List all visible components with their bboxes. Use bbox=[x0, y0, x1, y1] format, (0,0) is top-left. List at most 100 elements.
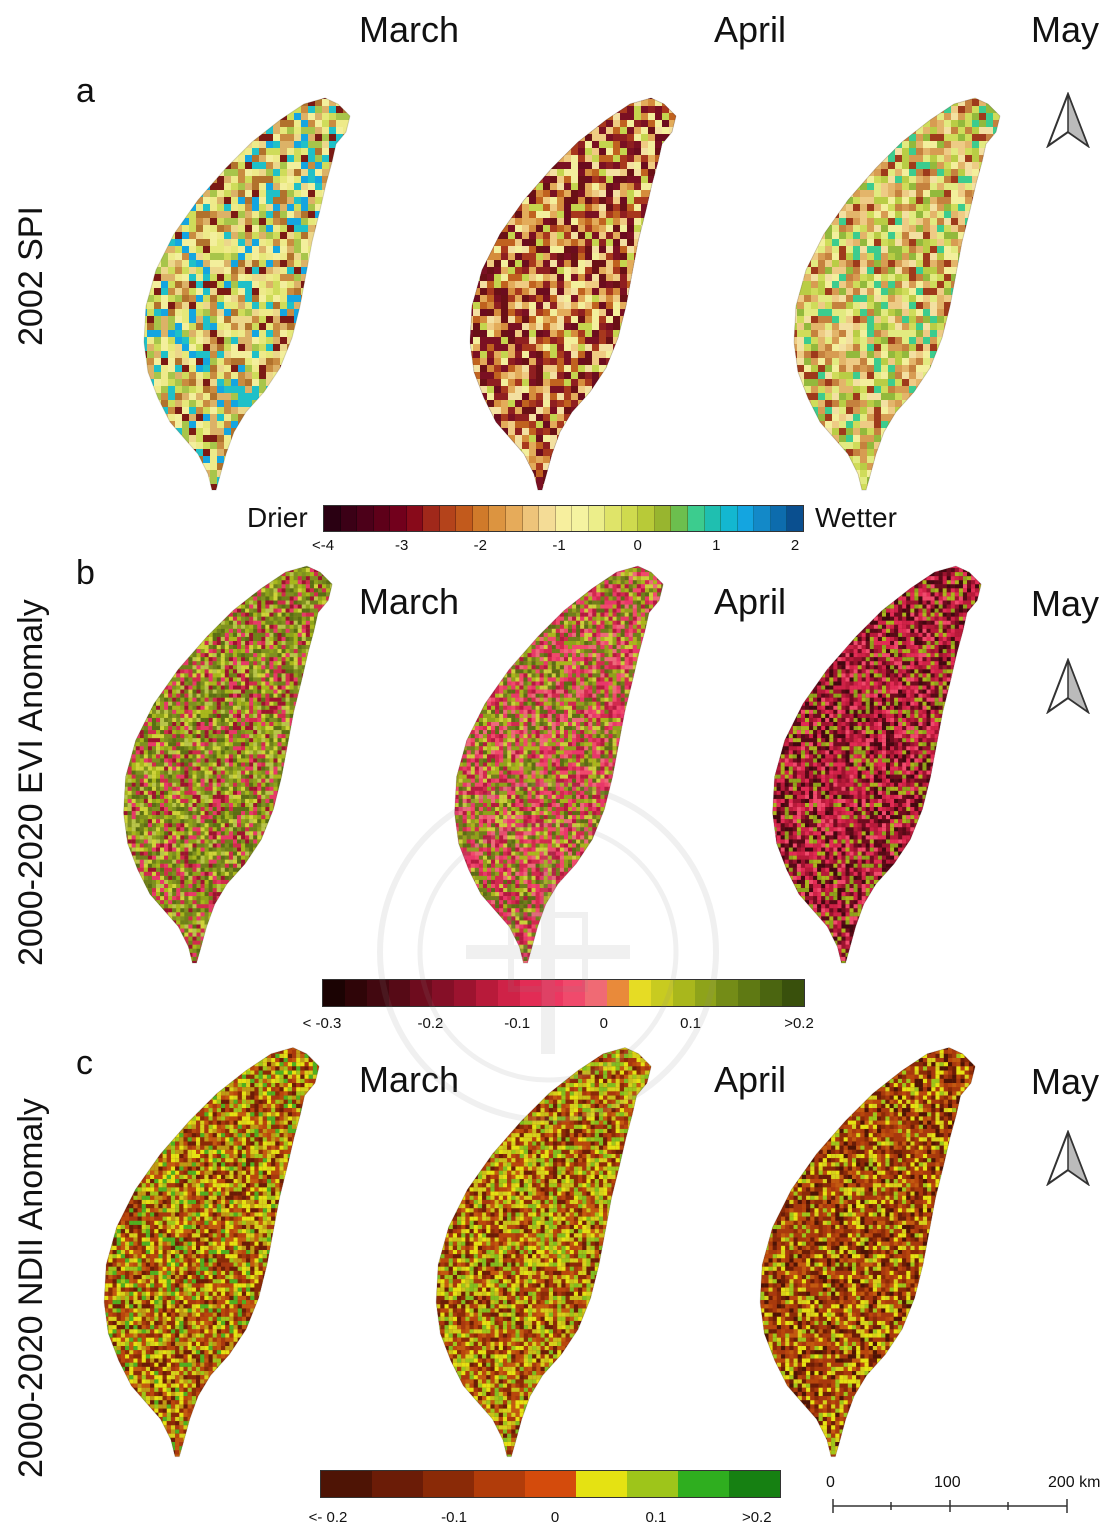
legend-swatch bbox=[366, 980, 389, 1006]
legend-swatch bbox=[650, 980, 673, 1006]
legend-tick-label: >0.2 bbox=[784, 1016, 814, 1031]
legend-tick-label: -0.1 bbox=[504, 1016, 530, 1031]
north-arrow-icon bbox=[1045, 91, 1091, 153]
legend-swatch bbox=[323, 980, 345, 1006]
legend-swatch bbox=[476, 980, 498, 1006]
legend-swatch bbox=[678, 1471, 729, 1497]
legend-swatch bbox=[324, 506, 341, 531]
legend-swatch bbox=[541, 980, 564, 1006]
panel-letter-b: b bbox=[76, 556, 95, 590]
legend-swatch bbox=[357, 506, 374, 531]
legend-swatch bbox=[576, 1471, 627, 1497]
scale-bar: 0 100 200 km bbox=[826, 1474, 1106, 1524]
legend-tick-label: 1 bbox=[712, 538, 720, 553]
month-header-april: April bbox=[714, 12, 786, 48]
legend-swatch bbox=[607, 980, 630, 1006]
legend-swatch bbox=[423, 1471, 474, 1497]
legend-swatch bbox=[406, 506, 424, 531]
legend-tick-label: 0.1 bbox=[680, 1016, 701, 1031]
legend-swatch bbox=[388, 980, 411, 1006]
legend-tick-label: >0.2 bbox=[742, 1510, 772, 1525]
row-label-evi: 2000-2020 EVI Anomaly bbox=[12, 599, 50, 966]
legend-evi-ticks: < -0.3 -0.2 -0.1 0 0.1 >0.2 bbox=[303, 1016, 814, 1034]
scale-bar-label-100: 100 bbox=[934, 1474, 961, 1492]
panel-letter-a: a bbox=[76, 74, 95, 108]
legend-swatch bbox=[694, 980, 717, 1006]
legend-swatch bbox=[688, 506, 705, 531]
month-header-april-c: April bbox=[714, 1062, 786, 1098]
panel-letter-c: c bbox=[76, 1046, 93, 1080]
legend-swatch bbox=[372, 1471, 423, 1497]
legend-swatch bbox=[787, 506, 803, 531]
legend-tick-label: -1 bbox=[552, 538, 565, 553]
legend-swatch bbox=[585, 980, 608, 1006]
month-header-march-c: March bbox=[359, 1062, 459, 1098]
legend-swatch bbox=[721, 506, 738, 531]
month-header-march: March bbox=[359, 12, 459, 48]
legend-spi-colorbar bbox=[323, 505, 804, 532]
legend-swatch bbox=[729, 1471, 780, 1497]
map-evi-march bbox=[116, 560, 356, 965]
legend-tick-label: -0.2 bbox=[417, 1016, 443, 1031]
legend-swatch bbox=[373, 506, 391, 531]
row-label-spi: 2002 SPI bbox=[12, 206, 50, 346]
legend-swatch bbox=[519, 980, 542, 1006]
map-ndii-march bbox=[100, 1040, 340, 1460]
month-header-may-b: May bbox=[1031, 586, 1099, 622]
legend-tick-label: <-4 bbox=[312, 538, 334, 553]
legend-swatch bbox=[782, 980, 804, 1006]
legend-swatch bbox=[390, 506, 407, 531]
legend-swatch bbox=[432, 980, 455, 1006]
legend-swatch bbox=[654, 506, 672, 531]
legend-swatch bbox=[439, 506, 457, 531]
legend-swatch bbox=[770, 506, 788, 531]
north-arrow-icon bbox=[1045, 657, 1091, 719]
legend-swatch bbox=[340, 506, 358, 531]
legend-tick-label: 0 bbox=[551, 1510, 559, 1525]
legend-swatch bbox=[489, 506, 507, 531]
legend-tick-label: 0.1 bbox=[645, 1510, 666, 1525]
legend-swatch bbox=[410, 980, 433, 1006]
legend-swatch bbox=[672, 980, 695, 1006]
scale-bar-label-0: 0 bbox=[826, 1474, 835, 1492]
legend-swatch bbox=[497, 980, 520, 1006]
legend-tick-label: 0 bbox=[634, 538, 642, 553]
legend-swatch bbox=[572, 506, 589, 531]
month-header-april-b: April bbox=[714, 584, 786, 620]
legend-swatch bbox=[738, 980, 761, 1006]
map-ndii-april bbox=[432, 1040, 672, 1460]
legend-evi-colorbar bbox=[322, 979, 805, 1007]
legend-swatch bbox=[671, 506, 689, 531]
legend-swatch bbox=[555, 506, 573, 531]
month-header-may-c: May bbox=[1031, 1064, 1099, 1100]
legend-swatch bbox=[605, 506, 622, 531]
legend-swatch bbox=[760, 980, 783, 1006]
legend-swatch bbox=[472, 506, 490, 531]
scale-bar-label-200: 200 km bbox=[1048, 1474, 1100, 1492]
map-spi-may bbox=[790, 92, 1020, 492]
map-evi-april bbox=[447, 560, 687, 965]
legend-swatch bbox=[522, 506, 540, 531]
legend-tick-label: < -0.3 bbox=[303, 1016, 342, 1031]
legend-swatch bbox=[716, 980, 739, 1006]
legend-swatch bbox=[506, 506, 523, 531]
legend-swatch bbox=[539, 506, 556, 531]
legend-tick-label: 0 bbox=[600, 1016, 608, 1031]
legend-spi-left-label: Drier bbox=[247, 504, 308, 532]
legend-swatch bbox=[563, 980, 586, 1006]
legend-swatch bbox=[737, 506, 755, 531]
legend-swatch bbox=[754, 506, 771, 531]
map-spi-april bbox=[466, 92, 696, 492]
legend-swatch bbox=[423, 506, 440, 531]
legend-swatch bbox=[525, 1471, 576, 1497]
legend-swatch bbox=[627, 1471, 678, 1497]
legend-tick-label: -2 bbox=[474, 538, 487, 553]
legend-swatch bbox=[629, 980, 651, 1006]
legend-ndii-ticks: <- 0.2 -0.1 0 0.1 >0.2 bbox=[309, 1510, 782, 1528]
legend-swatch bbox=[454, 980, 477, 1006]
legend-swatch bbox=[474, 1471, 525, 1497]
map-spi-march bbox=[140, 92, 370, 492]
row-label-ndii: 2000-2020 NDII Anomaly bbox=[12, 1098, 50, 1478]
legend-swatch bbox=[621, 506, 639, 531]
legend-swatch bbox=[704, 506, 722, 531]
